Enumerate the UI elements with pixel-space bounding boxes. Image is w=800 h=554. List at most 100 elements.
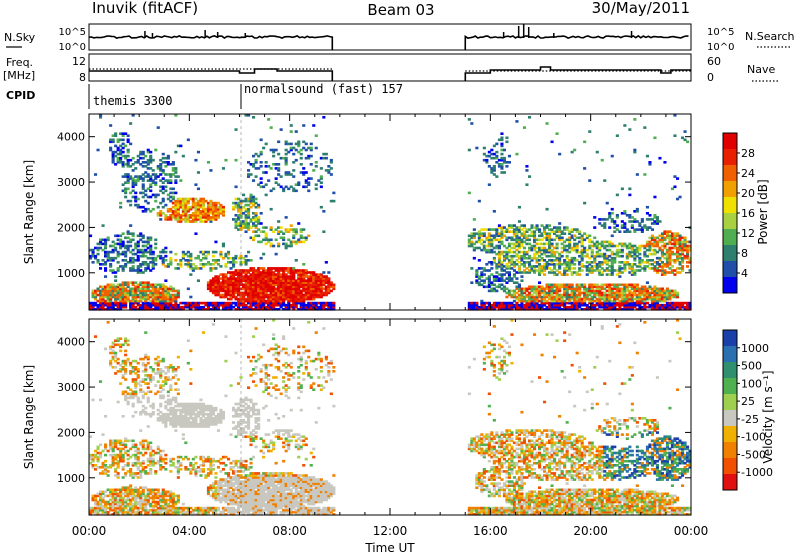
heatmap-cell — [129, 293, 133, 297]
heatmap-cell — [252, 293, 256, 297]
heatmap-cell — [111, 500, 115, 504]
heatmap-cell — [234, 297, 238, 301]
heatmap-cell — [259, 279, 263, 282]
heatmap-cell — [289, 148, 293, 152]
heatmap-cell — [126, 177, 130, 180]
heatmap-cell — [575, 293, 579, 297]
heatmap-cell — [154, 246, 158, 250]
heatmap-cell — [500, 279, 504, 282]
heatmap-cell — [151, 179, 155, 182]
heatmap-cell — [141, 236, 145, 240]
heatmap-cell — [151, 207, 155, 211]
heatmap-cell — [159, 165, 163, 168]
heatmap-cell — [568, 265, 572, 268]
heatmap-cell — [166, 301, 170, 305]
nave-tick-high: 60 — [707, 55, 721, 68]
heatmap-cell — [512, 269, 516, 272]
heatmap-cell — [181, 254, 185, 258]
heatmap-cell — [550, 301, 554, 305]
heatmap-cell — [470, 308, 474, 311]
heatmap-cell — [237, 210, 241, 213]
heatmap-cell — [495, 238, 499, 242]
heatmap-cell — [149, 175, 153, 178]
heatmap-cell — [216, 259, 220, 262]
heatmap-cell — [485, 269, 489, 272]
heatmap-cell — [274, 163, 278, 166]
heatmap-cell — [219, 303, 223, 307]
heatmap-cell — [131, 114, 135, 117]
heatmap-cell — [625, 244, 629, 248]
heatmap-cell — [525, 267, 529, 270]
heatmap-cell — [114, 445, 118, 449]
heatmap-cell — [648, 161, 652, 164]
heatmap-cell — [648, 295, 652, 299]
heatmap-cell — [161, 299, 165, 303]
heatmap-cell — [196, 254, 200, 258]
heatmap-cell — [131, 289, 135, 293]
heatmap-cell — [500, 144, 504, 148]
heatmap-cell — [668, 238, 672, 242]
heatmap-cell — [314, 283, 318, 287]
heatmap-cell — [109, 259, 113, 262]
heatmap-cell — [620, 224, 624, 227]
heatmap-cell — [663, 299, 667, 303]
heatmap-cell — [139, 232, 143, 235]
heatmap-cell — [116, 494, 120, 498]
heatmap-cell — [610, 303, 614, 307]
heatmap-cell — [169, 285, 173, 289]
heatmap-cell — [234, 218, 238, 221]
heatmap-cell — [101, 449, 105, 453]
heatmap-cell — [327, 283, 331, 287]
heatmap-cell — [482, 246, 486, 250]
heatmap-cell — [653, 267, 657, 270]
heatmap-cell — [660, 265, 664, 268]
heatmap-cell — [174, 252, 178, 256]
heatmap-cell — [272, 154, 276, 158]
heatmap-cell — [297, 240, 301, 244]
heatmap-cell — [558, 222, 562, 225]
heatmap-cell — [548, 305, 552, 309]
heatmap-cell — [578, 293, 582, 297]
heatmap-cell — [470, 240, 474, 244]
heatmap-cell — [543, 299, 547, 303]
heatmap-cell — [495, 252, 499, 256]
heatmap-cell — [227, 303, 231, 307]
heatmap-cell — [249, 287, 253, 291]
nsky-label: N.Sky — [4, 31, 36, 44]
heatmap-cell — [550, 271, 554, 274]
heatmap-cell — [294, 130, 298, 133]
heatmap-cell — [593, 291, 597, 295]
heatmap-cell — [299, 275, 303, 278]
heatmap-cell — [184, 214, 188, 217]
heatmap-cell — [134, 293, 138, 297]
heatmap-cell — [121, 154, 125, 158]
heatmap-cell — [676, 234, 680, 238]
heatmap-cell — [206, 308, 210, 311]
heatmap-cell — [613, 305, 617, 309]
heatmap-cell — [683, 254, 687, 258]
heatmap-cell — [277, 169, 281, 172]
heatmap-cell — [618, 301, 622, 305]
heatmap-cell — [164, 161, 168, 164]
heatmap-cell — [505, 271, 509, 274]
heatmap-cell — [232, 275, 236, 278]
heatmap-cell — [633, 228, 637, 231]
heatmap-cell — [199, 205, 203, 209]
heatmap-cell — [655, 299, 659, 303]
heatmap-cell — [289, 267, 293, 270]
heatmap-cell — [114, 256, 118, 260]
heatmap-cell — [264, 238, 268, 242]
heatmap-cell — [111, 488, 115, 492]
heatmap-cell — [563, 244, 567, 248]
heatmap-cell — [329, 285, 333, 289]
heatmap-cell — [292, 277, 296, 280]
heatmap-cell — [179, 265, 183, 268]
heatmap-cell — [119, 240, 123, 244]
heatmap-cell — [186, 287, 190, 291]
heatmap-cell — [643, 297, 647, 301]
heatmap-cell — [144, 301, 148, 305]
heatmap-cell — [267, 273, 271, 276]
heatmap-cell — [224, 295, 228, 299]
heatmap-cell — [131, 163, 135, 166]
heatmap-cell — [595, 308, 599, 311]
